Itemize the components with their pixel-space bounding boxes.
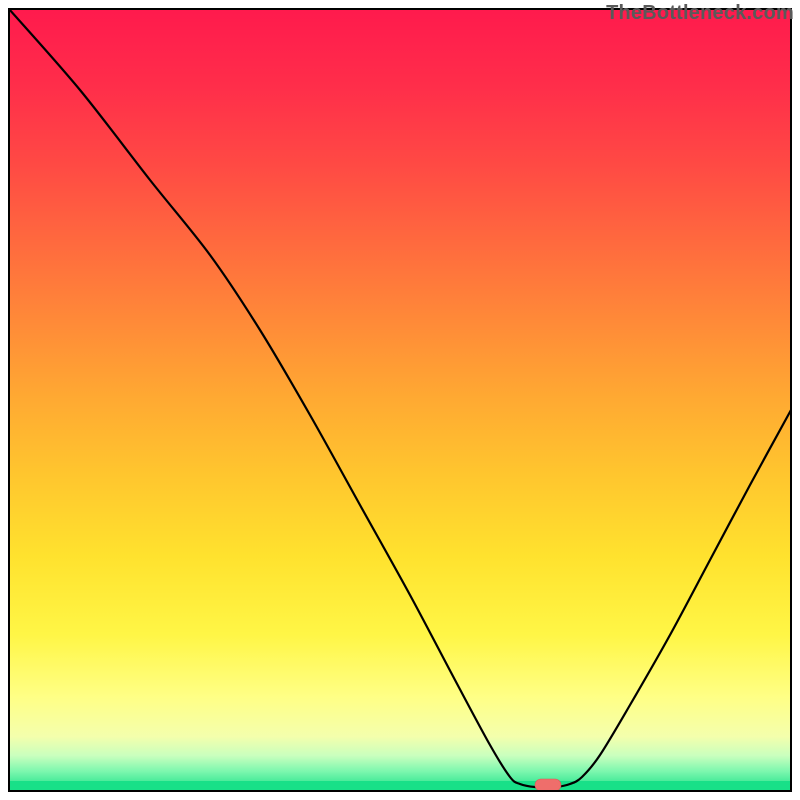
bottleneck-chart: TheBottleneck.com — [0, 0, 800, 800]
optimal-marker — [535, 779, 561, 791]
gradient-background — [9, 9, 791, 791]
bottom-green-band — [9, 781, 791, 791]
watermark-text: TheBottleneck.com — [606, 2, 794, 25]
chart-canvas — [0, 0, 800, 800]
